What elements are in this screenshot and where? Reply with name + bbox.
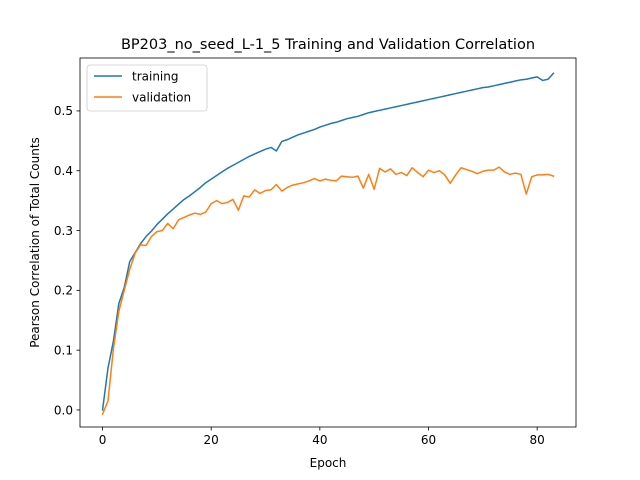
- x-axis-ticks: 0 20 40 60 80: [99, 427, 545, 447]
- y-tick-label: 0.3: [54, 224, 73, 238]
- y-tick-label: 0.0: [54, 403, 73, 417]
- legend-label-training: training: [132, 69, 179, 83]
- legend-label-validation: validation: [132, 90, 191, 104]
- x-tick-label: 80: [530, 433, 545, 447]
- x-tick-label: 0: [99, 433, 107, 447]
- axes-frame: [79, 57, 577, 428]
- y-tick-label: 0.1: [54, 343, 73, 357]
- y-axis-label: Pearson Correlation of Total Counts: [28, 137, 42, 348]
- x-axis-label: Epoch: [310, 456, 347, 470]
- x-tick-label: 40: [312, 433, 327, 447]
- y-axis-ticks: 0.0 0.1 0.2 0.3 0.4 0.5: [54, 104, 80, 417]
- series-layer: [101, 72, 555, 416]
- y-tick-label: 0.5: [54, 104, 73, 118]
- x-tick-label: 60: [421, 433, 436, 447]
- y-tick-label: 0.2: [54, 284, 73, 298]
- series-line-training: [101, 72, 555, 411]
- chart-title: BP203_no_seed_L-1_5 Training and Validat…: [121, 37, 535, 53]
- series-line-validation: [101, 166, 555, 416]
- y-tick-label: 0.4: [54, 164, 73, 178]
- x-tick-label: 20: [204, 433, 219, 447]
- legend: training validation: [86, 64, 208, 112]
